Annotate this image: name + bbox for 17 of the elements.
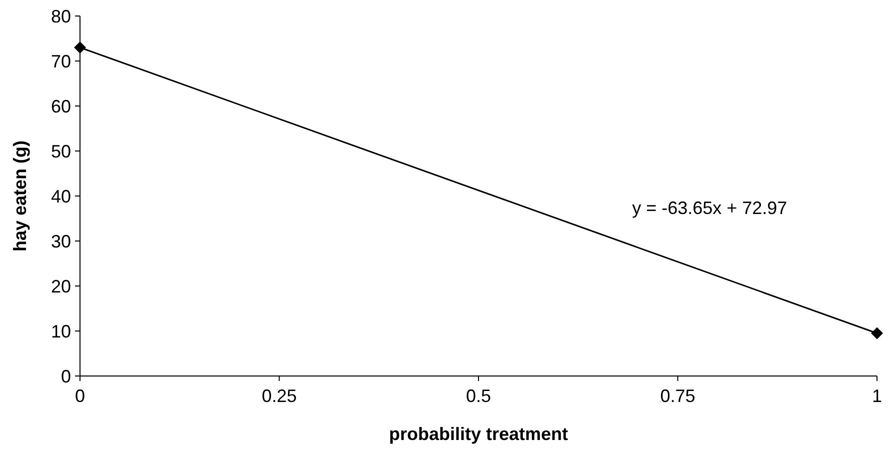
y-tick-label: 50 <box>50 141 71 162</box>
x-tick-label: 0.75 <box>660 386 696 406</box>
x-tick-label: 0.5 <box>466 386 492 406</box>
y-tick-label: 80 <box>50 6 71 26</box>
x-axis-title: probability treatment <box>388 424 568 444</box>
y-tick-label: 10 <box>50 321 71 342</box>
x-tick-label: 0 <box>74 386 86 406</box>
y-tick-label: 0 <box>60 366 71 386</box>
x-tick-label: 0.25 <box>262 386 297 406</box>
y-axis-title: hay eaten (g) <box>10 140 30 252</box>
y-tick-label: 30 <box>50 231 71 252</box>
annotation: y = -63.65x + 72.97 <box>632 198 788 218</box>
y-tick-label: 20 <box>50 276 71 296</box>
y-tick-label: 60 <box>50 96 71 116</box>
x-tick-label: 1 <box>872 386 882 406</box>
y-tick-label: 70 <box>50 51 71 72</box>
y-tick-label: 40 <box>50 186 71 206</box>
